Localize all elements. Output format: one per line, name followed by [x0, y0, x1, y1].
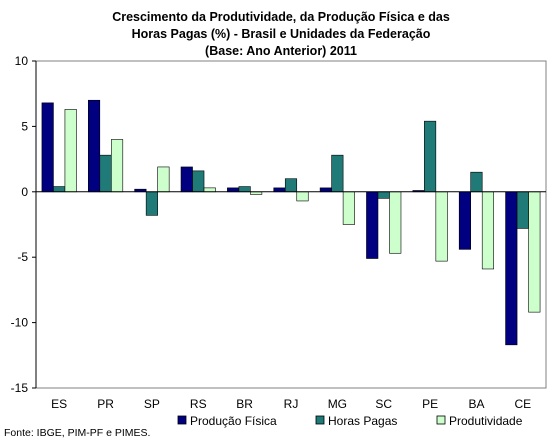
bar-sc-2: [377, 191, 390, 199]
x-tick-label: BA: [468, 397, 484, 411]
y-tick-label: 0: [21, 185, 28, 199]
bar-es-2: [53, 186, 66, 193]
bar-ba-2: [470, 171, 483, 193]
bar-pe-2: [424, 120, 437, 193]
x-tick-label: PR: [97, 397, 114, 411]
legend-label: Produtividade: [449, 414, 523, 428]
bar-sc-3: [389, 191, 402, 254]
chart-title-line-2: Horas Pagas (%) - Brasil e Unidades da F…: [132, 27, 431, 41]
x-tick-label: PE: [422, 397, 438, 411]
legend-swatch: [436, 415, 446, 425]
chart-title-line-1: Crescimento da Produtividade, da Produçã…: [112, 10, 450, 24]
legend-label: Horas Pagas: [328, 414, 397, 428]
bar-ba-1: [458, 191, 472, 250]
bar-br-2: [238, 186, 251, 193]
bar-sp-2: [145, 191, 158, 216]
bar-mg-1: [319, 187, 332, 193]
legend: Produção Física Horas Pagas Produtividade: [177, 414, 523, 428]
bar-ba-3: [481, 191, 495, 270]
bar-br-1: [227, 187, 240, 193]
bar-pe-3: [435, 191, 448, 262]
legend-swatch: [177, 415, 187, 425]
bar-rs-3: [203, 187, 216, 193]
legend-swatch: [315, 415, 325, 425]
legend-label: Produção Física: [190, 414, 277, 428]
x-tick-label: RS: [190, 397, 207, 411]
y-tick-label: -5: [17, 250, 28, 264]
bar-rj-1: [273, 187, 286, 193]
y-tick-label: 5: [21, 119, 28, 133]
bar-rs-2: [192, 170, 205, 193]
bar-mg-3: [342, 191, 355, 225]
bar-sc-1: [366, 191, 379, 259]
y-tick-label: 10: [15, 54, 29, 68]
bar-rs-1: [180, 166, 193, 193]
x-tick-label: MG: [328, 397, 347, 411]
x-tick-label: CE: [514, 397, 531, 411]
x-tick-label: SC: [375, 397, 392, 411]
bar-rj-2: [284, 178, 298, 193]
bar-ce-1: [505, 191, 518, 346]
bar-pr-2: [99, 154, 112, 193]
bar-es-1: [41, 102, 54, 193]
bar-es-3: [64, 109, 77, 193]
chart-title-line-3: (Base: Ano Anterior) 2011: [205, 44, 357, 58]
bar-mg-2: [331, 154, 344, 193]
y-tick-label: -15: [11, 381, 29, 395]
x-tick-label: BR: [236, 397, 253, 411]
x-tick-label: RJ: [284, 397, 299, 411]
source-note: Fonte: IBGE, PIM-PF e PIMES.: [4, 427, 150, 439]
bar-pr-3: [110, 139, 124, 193]
bar-pr-1: [87, 99, 101, 193]
bar-sp-3: [157, 166, 170, 193]
plot-area: -15 -10 -5 0 5 10 ES PR SP RS BR RJ MG SC PE BA CE: [11, 54, 547, 411]
chart-title: Crescimento da Produtividade, da Produçã…: [112, 10, 450, 58]
bar-ce-3: [528, 191, 541, 313]
x-tick-label: ES: [51, 397, 67, 411]
y-tick-label: -10: [11, 316, 29, 330]
bar-rj-3: [296, 191, 309, 202]
x-tick-label: SP: [144, 397, 160, 411]
bar-ce-2: [516, 191, 529, 229]
